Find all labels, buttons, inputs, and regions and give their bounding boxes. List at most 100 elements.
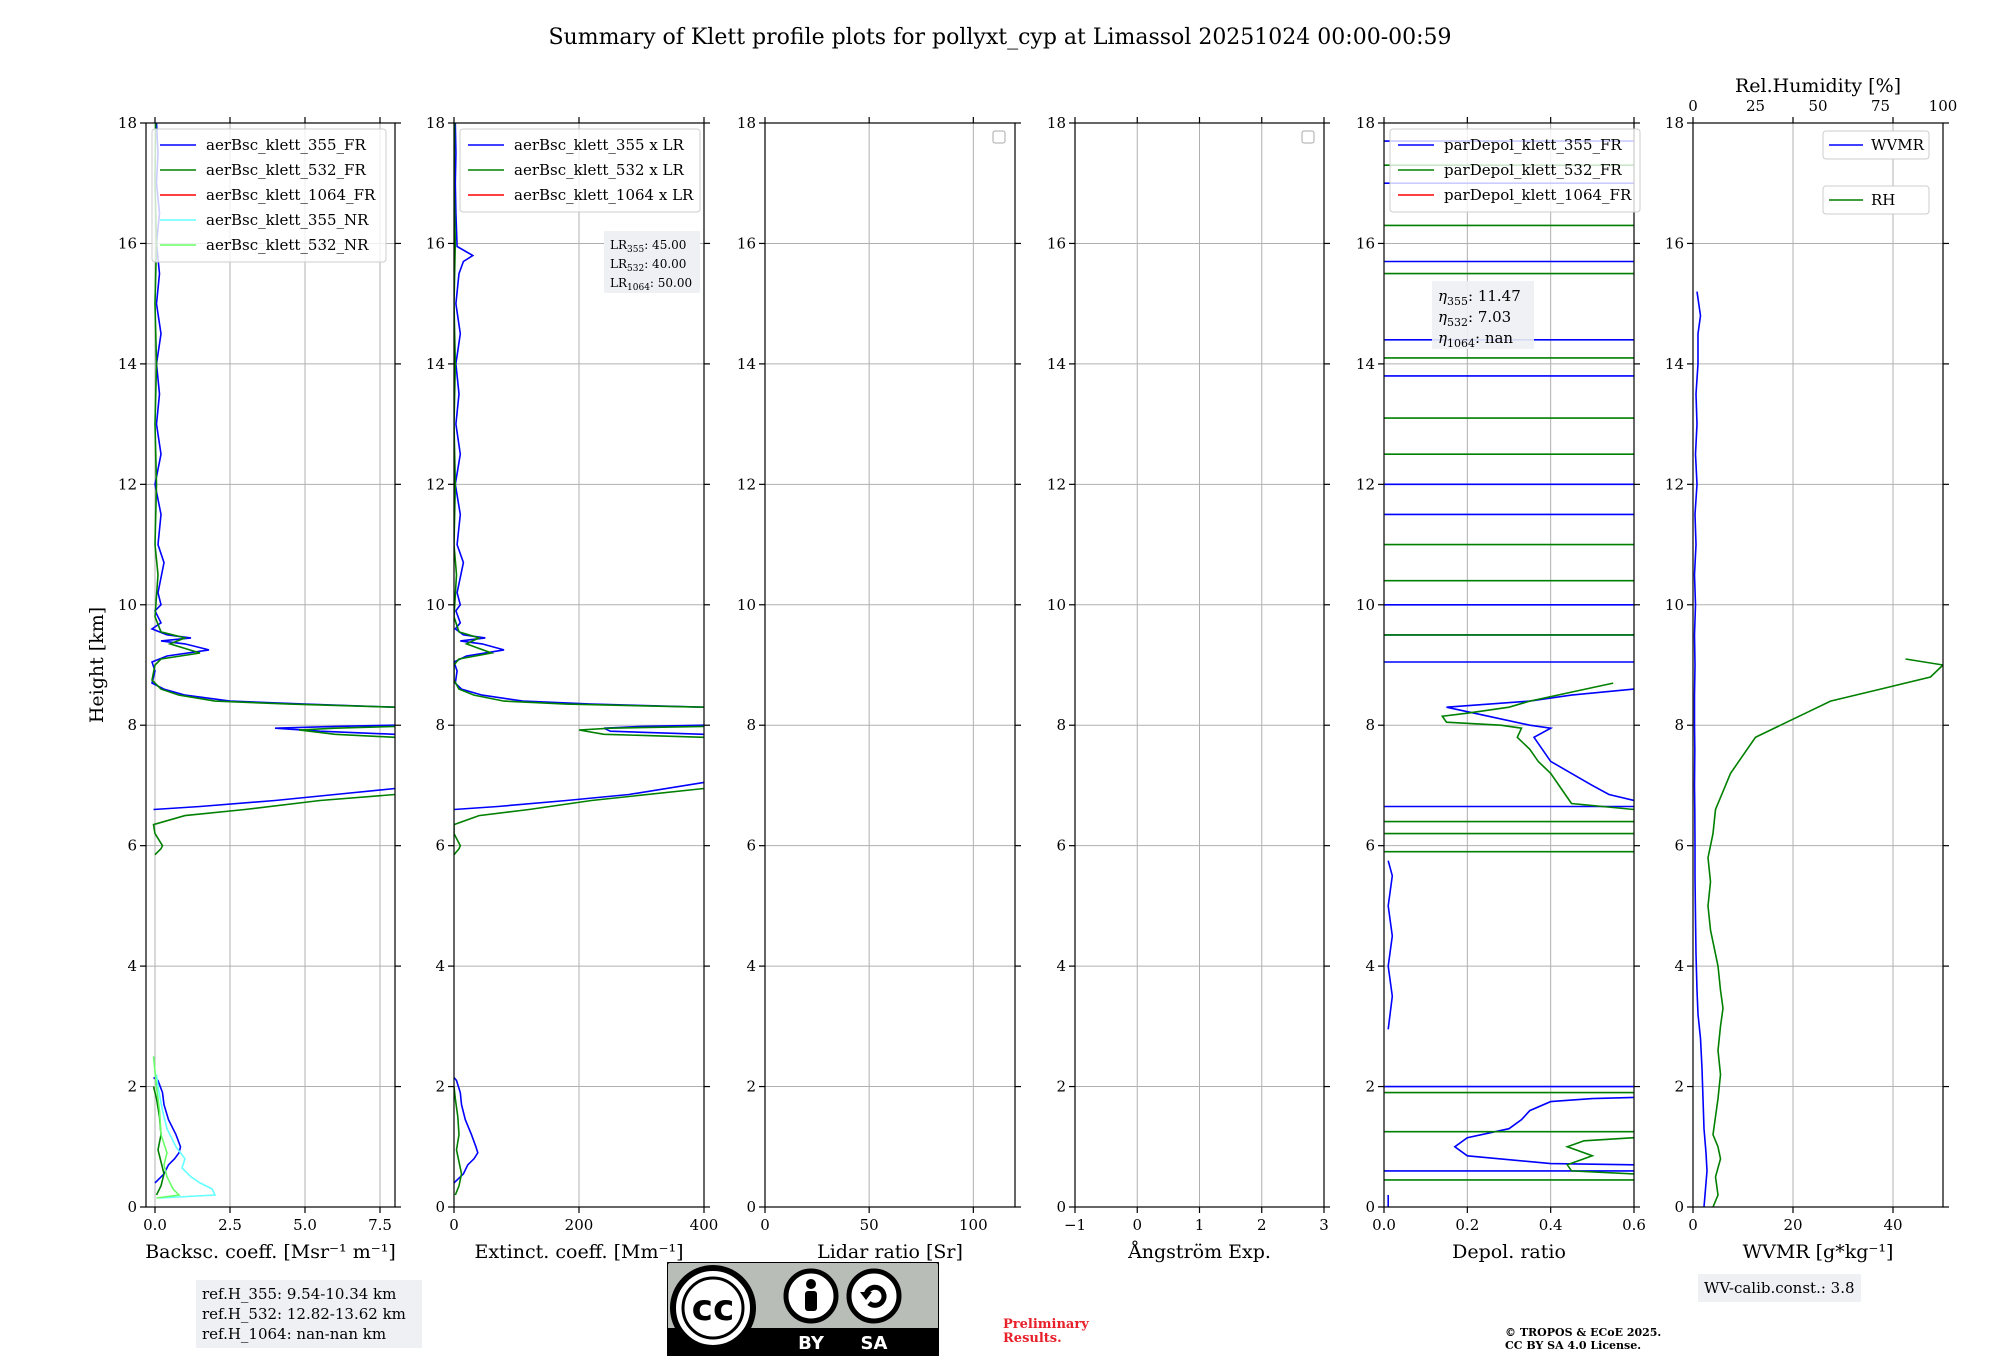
y-tick-label: 6 — [1674, 837, 1684, 855]
copyright-line-2: CC BY SA 4.0 License. — [1505, 1339, 1642, 1352]
y-tick-label: 18 — [426, 114, 445, 132]
x-tick-label: 50 — [860, 1216, 879, 1234]
ref-height-532: ref.H_532: 12.82-13.62 km — [202, 1305, 406, 1323]
x-tick-label: 0 — [1132, 1216, 1142, 1234]
y-tick-label: 2 — [1674, 1078, 1684, 1096]
x-tick-label: 7.5 — [368, 1216, 392, 1234]
y-tick-label: 2 — [435, 1078, 445, 1096]
eta-note: η532: 7.03 — [1438, 308, 1511, 329]
y-tick-label: 16 — [426, 234, 445, 252]
cc-logo-text: cc — [692, 1288, 735, 1329]
x-tick-label: 2.5 — [218, 1216, 242, 1234]
sa-label: SA — [861, 1333, 888, 1354]
y-tick-label: 6 — [435, 837, 445, 855]
eta-note-box — [1432, 281, 1534, 349]
x-tick-label: 100 — [959, 1216, 988, 1234]
y-tick-label: 12 — [737, 475, 756, 493]
x-tick-label: 0.6 — [1622, 1216, 1646, 1234]
y-tick-label: 12 — [118, 475, 137, 493]
lidar-ratio-note-box — [604, 231, 700, 293]
legend-label: RH — [1871, 191, 1895, 209]
y-tick-label: 10 — [737, 596, 756, 614]
series-line-WVMR — [1693, 291, 1708, 1207]
x-axis-label: WVMR [g*kg⁻¹] — [1743, 1241, 1894, 1263]
y-tick-label: 0 — [1056, 1198, 1066, 1216]
y-tick-label: 4 — [1056, 957, 1066, 975]
copyright-line-1: © TROPOS & ECoE 2025. — [1505, 1326, 1662, 1339]
x-tick-label: 0.2 — [1455, 1216, 1479, 1234]
legend-label: WVMR — [1871, 136, 1925, 154]
y-tick-label: 6 — [127, 837, 137, 855]
empty-legend-box — [992, 130, 1006, 144]
legend-label: aerBsc_klett_355 x LR — [514, 136, 685, 154]
legend-label: parDepol_klett_355_FR — [1444, 136, 1622, 154]
x-axis-label: Ångström Exp. — [1127, 1241, 1271, 1263]
by-label: BY — [798, 1333, 825, 1354]
y-tick-label: 4 — [435, 957, 445, 975]
ref-height-1064: ref.H_1064: nan-nan km — [202, 1325, 387, 1343]
legend-label: aerBsc_klett_1064 x LR — [514, 186, 694, 204]
y-tick-label: 0 — [1365, 1198, 1375, 1216]
legend-box — [459, 128, 701, 213]
x-tick-label: 0.0 — [1372, 1216, 1396, 1234]
eta-note: η355: 11.47 — [1438, 287, 1521, 308]
panel-bsc: 0 2 4 6 8 10 12 14 16 18 Height [km] 0.0 2.5 5.0 7.5 Ba… — [86, 114, 401, 1263]
x-tick-label: 0 — [449, 1216, 459, 1234]
y-tick-label: 18 — [1047, 114, 1066, 132]
y-tick-label: 6 — [1056, 837, 1066, 855]
y-tick-label: 12 — [1047, 475, 1066, 493]
x-tick-label: 0 — [1688, 1216, 1698, 1234]
y-tick-label: 16 — [1665, 234, 1684, 252]
series-line-aerBsc_klett_355 x LR — [454, 123, 704, 1184]
y-tick-label: 2 — [127, 1078, 137, 1096]
y-tick-label: 14 — [1665, 355, 1684, 373]
y-axis-label: Height [km] — [86, 607, 108, 723]
figure-title: Summary of Klett profile plots for polly… — [548, 25, 1451, 50]
y-tick-label: 8 — [1365, 716, 1375, 734]
preliminary-results-note: Preliminary Results. — [1003, 1318, 1123, 1346]
x2-tick-label: 100 — [1929, 97, 1958, 115]
x-tick-label: −1 — [1064, 1216, 1086, 1234]
copyright-note: © TROPOS & ECoE 2025. CC BY SA 4.0 Licen… — [1505, 1326, 1705, 1352]
preliminary-line-1: Preliminary — [1003, 1317, 1089, 1332]
x-tick-label: 400 — [690, 1216, 719, 1234]
y-tick-label: 8 — [746, 716, 756, 734]
series-line-aerBsc_klett_532 x LR — [454, 123, 704, 1196]
reference-heights-box: ref.H_355: 9.54-10.34 km ref.H_532: 12.8… — [196, 1280, 422, 1348]
y-tick-label: 16 — [737, 234, 756, 252]
y-tick-label: 12 — [426, 475, 445, 493]
y-tick-label: 18 — [737, 114, 756, 132]
lidar-ratio-note: LR1064: 50.00 — [610, 276, 692, 293]
legend-label: parDepol_klett_1064_FR — [1444, 186, 1632, 204]
y-tick-label: 2 — [1365, 1078, 1375, 1096]
series-line-parDepol_klett_532_FR — [1384, 164, 1634, 1181]
y-tick-label: 10 — [118, 596, 137, 614]
y-tick-label: 8 — [1674, 716, 1684, 734]
y-tick-label: 18 — [1665, 114, 1684, 132]
x2-axis-label: Rel.Humidity [%] — [1735, 75, 1901, 97]
y-tick-label: 14 — [426, 355, 445, 373]
y-tick-label: 0 — [1674, 1198, 1684, 1216]
x2-tick-label: 0 — [1688, 97, 1698, 115]
y-tick-label: 14 — [1047, 355, 1066, 373]
x-axis-label: Backsc. coeff. [Msr⁻¹ m⁻¹] — [145, 1241, 396, 1263]
y-tick-label: 4 — [1365, 957, 1375, 975]
y-tick-label: 10 — [1665, 596, 1684, 614]
x-axis-label: Lidar ratio [Sr] — [817, 1241, 963, 1263]
legend-box — [1389, 128, 1641, 213]
series-line-RH — [1707, 658, 1943, 1207]
y-tick-label: 8 — [1056, 716, 1066, 734]
y-tick-label: 2 — [1056, 1078, 1066, 1096]
axes-frame — [1692, 122, 1944, 1208]
lidar-ratio-note: LR355: 45.00 — [610, 238, 686, 255]
x-axis-label: Depol. ratio — [1452, 1241, 1566, 1263]
y-tick-label: 0 — [746, 1198, 756, 1216]
x-tick-label: 0 — [760, 1216, 770, 1234]
legend-label: parDepol_klett_532_FR — [1444, 161, 1622, 179]
x2-tick-label: 75 — [1871, 97, 1890, 115]
x-axis-label: Extinct. coeff. [Mm⁻¹] — [474, 1241, 683, 1263]
legend-label: aerBsc_klett_532_NR — [206, 236, 369, 254]
